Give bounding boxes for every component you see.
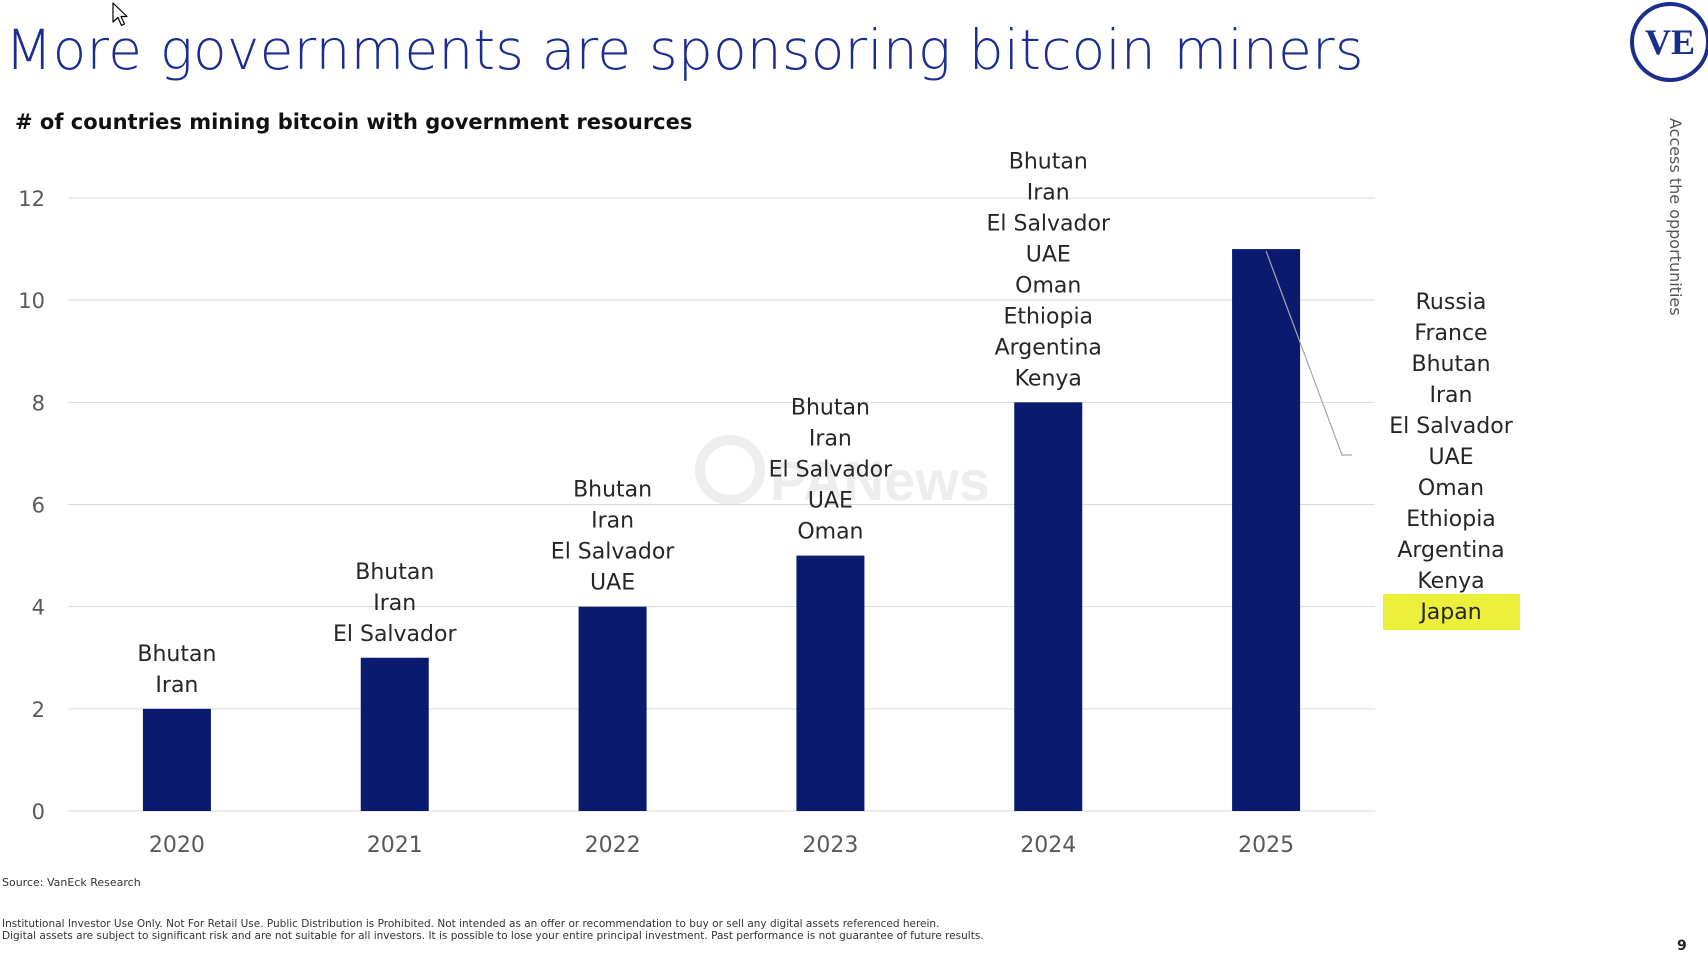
bar-2023 (796, 555, 865, 811)
x-tick-label: 2024 (1020, 833, 1076, 858)
country-label: El Salvador (769, 458, 893, 483)
country-label: Argentina (995, 335, 1102, 360)
highlight-box (1383, 594, 1520, 630)
y-tick-label: 8 (32, 391, 45, 415)
side-tagline: Access the opportunities (1666, 118, 1685, 316)
disclaimer: Institutional Investor Use Only. Not For… (2, 918, 984, 942)
country-label: Bhutan (1411, 352, 1490, 377)
y-tick-label: 10 (18, 289, 45, 313)
country-label: Oman (797, 520, 863, 545)
country-label: El Salvador (333, 622, 457, 647)
country-label: Bhutan (791, 396, 870, 421)
country-label: Iran (809, 427, 852, 452)
country-label: Bhutan (355, 560, 434, 585)
country-label: Russia (1416, 290, 1487, 315)
country-label: Kenya (1015, 366, 1082, 391)
country-label: Bhutan (1009, 149, 1088, 174)
country-label: UAE (808, 489, 853, 514)
page-number: 9 (1677, 938, 1687, 954)
bar-2022 (578, 606, 647, 811)
country-label: Iran (373, 591, 416, 616)
disclaimer-line-2: Digital assets are subject to significan… (2, 930, 984, 942)
bar-chart: PANews 0 2 4 6 8 10 12 2020 2021 2022 2023 2024 202… (18, 149, 1520, 858)
country-label: El Salvador (551, 540, 675, 565)
vaneck-logo: VE (1630, 2, 1708, 82)
country-label: Iran (155, 673, 198, 698)
source-note: Source: VanEck Research (2, 876, 141, 889)
country-label: Japan (1418, 600, 1481, 625)
country-label: Ethiopia (1003, 304, 1093, 329)
country-label: Bhutan (573, 478, 652, 503)
y-tick-label: 2 (32, 698, 45, 722)
disclaimer-line-1: Institutional Investor Use Only. Not For… (2, 918, 940, 930)
watermark-text: PANews (770, 449, 990, 512)
bar-2025 (1232, 249, 1301, 812)
x-tick-label: 2022 (585, 833, 641, 858)
logo-text: VE (1645, 22, 1695, 62)
country-label: Oman (1418, 476, 1484, 501)
country-label: Ethiopia (1406, 507, 1496, 532)
country-label: Kenya (1417, 569, 1484, 594)
y-tick-label: 6 (32, 494, 45, 518)
country-label: UAE (1026, 242, 1071, 267)
x-tick-label: 2025 (1238, 833, 1294, 858)
bar-2024 (1014, 402, 1083, 811)
country-label: Iran (591, 509, 634, 534)
y-tick-label: 12 (18, 187, 45, 211)
y-tick-label: 0 (32, 800, 45, 824)
country-label: El Salvador (986, 211, 1110, 236)
country-label: Iran (1430, 383, 1473, 408)
x-tick-label: 2021 (367, 833, 423, 858)
bar-2021 (360, 657, 429, 811)
country-label: UAE (1428, 445, 1473, 470)
y-tick-label: 4 (32, 596, 45, 620)
country-label: UAE (590, 571, 635, 596)
x-tick-label: 2023 (802, 833, 858, 858)
mouse-cursor-icon (112, 2, 128, 27)
slide-title: More governments are sponsoring bitcoin … (5, 18, 1364, 82)
country-label: France (1414, 321, 1487, 346)
country-label: Argentina (1397, 538, 1504, 563)
country-label: El Salvador (1389, 414, 1513, 439)
annotation-leader-line (1265, 250, 1352, 456)
watermark: PANews (695, 435, 990, 512)
country-label: Bhutan (137, 642, 216, 667)
country-label: Oman (1015, 273, 1081, 298)
chart-subtitle: # of countries mining bitcoin with gover… (15, 110, 693, 134)
bar-2020 (142, 708, 211, 811)
x-tick-label: 2020 (149, 833, 205, 858)
country-label: Iran (1027, 180, 1070, 205)
